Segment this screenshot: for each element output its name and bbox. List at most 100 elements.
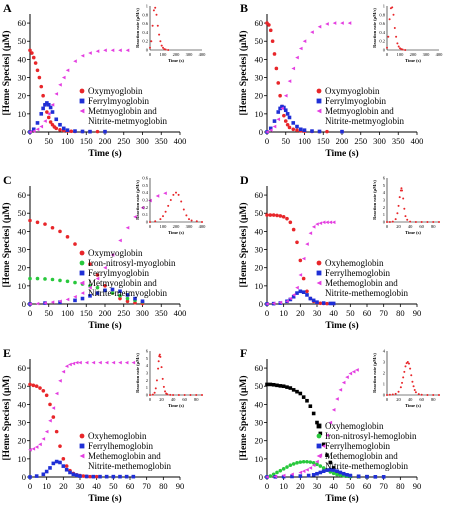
inset-y-tick-label: 0.6 xyxy=(142,21,148,26)
inset-data-point xyxy=(401,48,404,51)
inset-x-title: Time (s) xyxy=(405,230,421,235)
data-point xyxy=(110,48,115,53)
x-tick-label: 10 xyxy=(279,481,288,491)
data-point xyxy=(298,460,303,464)
y-tick-label: 0 xyxy=(22,299,26,309)
x-tick-label: 50 xyxy=(346,481,355,491)
inset-data-point xyxy=(162,215,164,218)
data-point xyxy=(68,470,72,475)
y-tick-label: 0 xyxy=(259,299,263,309)
inset-y-tick-label: 5 xyxy=(383,183,386,188)
data-point xyxy=(35,127,40,132)
inset-y-tick-label: 0.6 xyxy=(379,21,385,26)
data-point xyxy=(110,253,115,257)
data-point xyxy=(335,469,339,473)
data-point xyxy=(110,291,115,295)
data-point xyxy=(278,93,282,98)
x-tick-label: 350 xyxy=(155,136,168,146)
data-point xyxy=(80,291,85,295)
data-point xyxy=(35,301,40,306)
data-point xyxy=(88,474,92,479)
inset-y-tick-label: 2 xyxy=(383,205,385,210)
inset-data-point xyxy=(420,393,423,396)
legend-label: Metmyoglobin and xyxy=(88,278,157,288)
inset-data-point xyxy=(182,208,185,211)
data-point xyxy=(118,296,122,301)
data-point xyxy=(43,277,47,281)
data-point xyxy=(305,459,309,464)
data-point xyxy=(318,431,323,436)
inset-data-point xyxy=(397,390,400,393)
y-tick-label: 10 xyxy=(18,109,27,119)
inset-data-point xyxy=(417,393,420,396)
y-tick-label: 50 xyxy=(255,381,264,391)
inset-y-tick-label: 0 xyxy=(383,393,386,398)
inset-data-point xyxy=(388,221,391,223)
data-point xyxy=(321,220,326,225)
data-point xyxy=(54,391,59,396)
inset-data-point xyxy=(154,6,157,9)
x-tick-label: 100 xyxy=(298,136,311,146)
x-tick-label: 40 xyxy=(329,308,338,318)
data-point xyxy=(298,470,303,475)
data-point xyxy=(321,466,326,470)
inset-data-point xyxy=(190,219,193,222)
inset-data-point xyxy=(394,392,397,395)
inset-data-point xyxy=(169,393,172,396)
inset-x-tick-label: 80 xyxy=(431,224,436,229)
x-tick-label: 300 xyxy=(136,308,149,318)
data-point xyxy=(58,278,62,283)
data-point xyxy=(64,464,69,468)
data-point xyxy=(44,469,49,474)
legend-label: Oxymyoglobin xyxy=(88,86,143,96)
data-point xyxy=(69,129,74,134)
inset-data-point xyxy=(411,380,414,383)
legend-label: Methemoglobin and xyxy=(325,451,398,461)
y-tick-label: 60 xyxy=(255,363,264,373)
panel-c: C 0 10 20 30 40 50 60 0 50 100 150 200 250 300 350 400 Ti… xyxy=(1,173,206,331)
panel-letter: B xyxy=(240,1,248,15)
data-point xyxy=(298,46,303,51)
inset-data-point xyxy=(177,394,180,396)
legend-label: Oxymyoglobin xyxy=(325,86,380,96)
data-point xyxy=(38,442,42,447)
series-2 xyxy=(265,459,369,479)
data-point xyxy=(88,285,92,290)
data-point xyxy=(338,388,343,392)
inset-data-point xyxy=(159,355,162,358)
inset-data-point xyxy=(189,394,192,396)
inset-x-tick-label: 20 xyxy=(159,397,164,402)
data-point xyxy=(311,225,316,229)
inset-data-point xyxy=(175,191,177,194)
data-point xyxy=(30,51,34,55)
data-point xyxy=(48,402,52,407)
legend-marker xyxy=(79,98,85,104)
inset-data-point xyxy=(426,394,429,396)
data-point xyxy=(28,447,32,452)
data-point xyxy=(265,382,269,387)
y-tick-label: 0 xyxy=(259,472,263,482)
y-tick-label: 40 xyxy=(18,54,27,64)
inset-y-tick-label: 0.4 xyxy=(142,190,148,195)
data-point xyxy=(283,93,288,98)
data-point xyxy=(268,128,273,132)
inset-y-tick-label: 0.1 xyxy=(142,212,148,217)
inset-data-point xyxy=(201,394,203,396)
y-tick-label: 30 xyxy=(255,73,264,83)
inset-y-tick-label: 0.2 xyxy=(142,39,148,44)
data-point xyxy=(347,21,352,25)
inset-y-tick-label: 0.6 xyxy=(142,176,148,181)
data-point xyxy=(58,299,62,304)
legend-label: Ferrylmyoglobin xyxy=(88,96,149,106)
data-point xyxy=(291,66,296,71)
inset-x-tick-label: 40 xyxy=(408,397,413,402)
data-point xyxy=(298,391,303,396)
data-point xyxy=(65,128,70,132)
data-point xyxy=(288,220,293,225)
inset-data-point xyxy=(153,391,156,394)
data-point xyxy=(315,462,319,467)
inset-data-point xyxy=(401,381,404,384)
x-tick-label: 90 xyxy=(413,308,422,318)
x-tick-label: 80 xyxy=(396,481,405,491)
